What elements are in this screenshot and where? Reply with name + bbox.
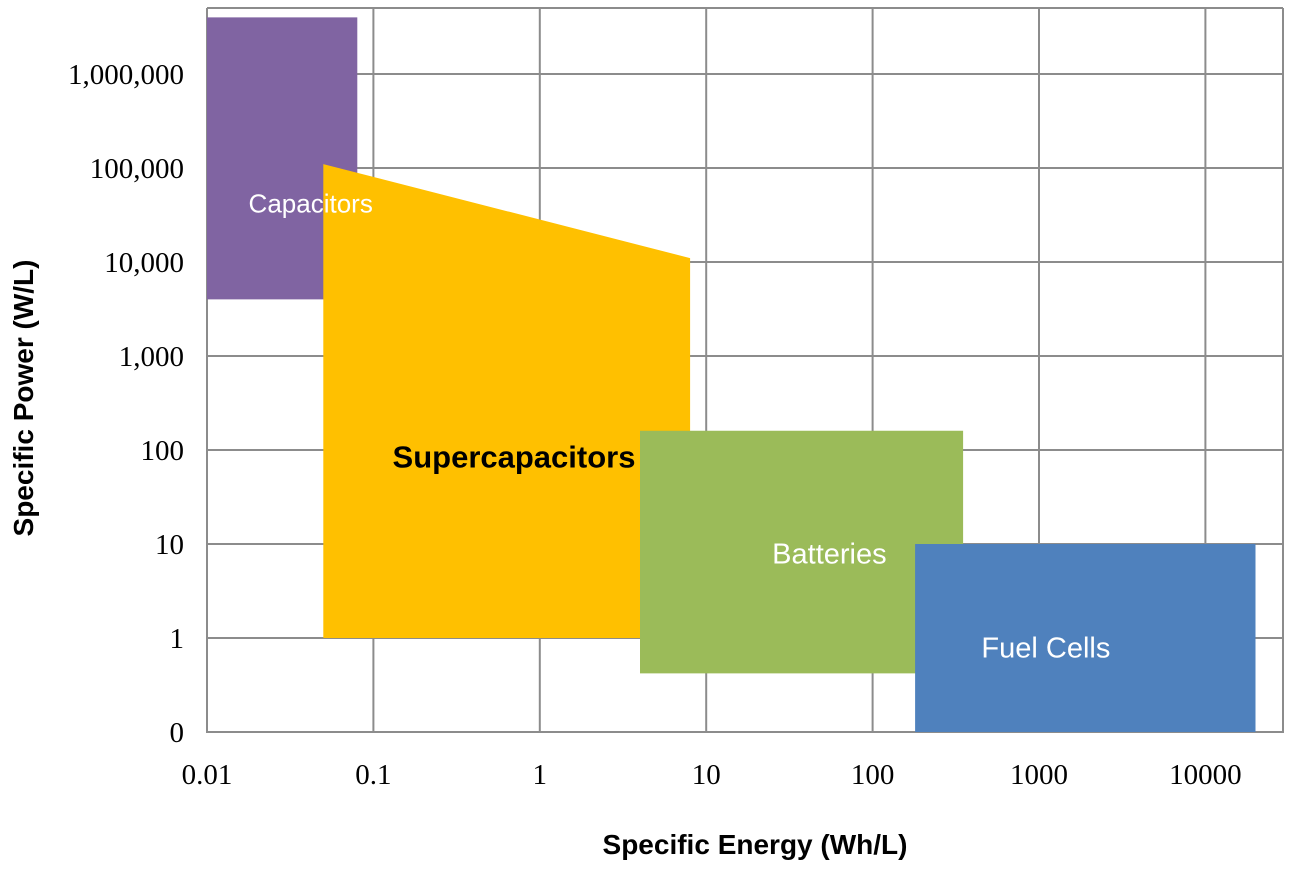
x-tick-label: 0.01	[182, 759, 233, 791]
x-tick-label: 1	[533, 759, 548, 791]
x-tick-labels: 0.01 0.1 1 10 100 1000 10000	[182, 759, 1242, 791]
y-tick-labels: 0 1 10 100 1,000 10,000 100,000 1,000,000	[68, 59, 184, 749]
region-supercapacitors	[323, 164, 691, 638]
y-tick-label: 1,000,000	[68, 59, 184, 91]
y-tick-label: 100,000	[90, 153, 184, 185]
x-axis-title: Specific Energy (Wh/L)	[603, 829, 908, 860]
region-label-fuel-cells: Fuel Cells	[981, 632, 1110, 664]
x-tick-label: 0.1	[355, 759, 391, 791]
x-tick-label: 10	[692, 759, 721, 791]
region-batteries	[640, 430, 964, 674]
x-tick-label: 1000	[1010, 759, 1068, 791]
x-tick-label: 10000	[1169, 759, 1242, 791]
x-tick-label: 100	[851, 759, 895, 791]
region-labels: Capacitors Supercapacitors Batteries Fuel C…	[249, 188, 1111, 664]
regions	[207, 17, 1256, 732]
y-tick-label: 100	[141, 435, 185, 467]
y-tick-label: 1	[170, 623, 185, 655]
y-tick-label: 0	[170, 717, 185, 749]
y-tick-label: 1,000	[119, 341, 184, 373]
region-capacitors	[207, 17, 358, 300]
region-label-supercapacitors: Supercapacitors	[393, 439, 636, 474]
y-axis-title: Specific Power (W/L)	[8, 260, 39, 537]
y-tick-label: 10,000	[104, 247, 184, 279]
y-tick-label: 10	[155, 529, 184, 561]
region-label-batteries: Batteries	[772, 538, 886, 570]
region-fuel-cells	[915, 544, 1256, 732]
region-label-capacitors: Capacitors	[249, 188, 373, 218]
